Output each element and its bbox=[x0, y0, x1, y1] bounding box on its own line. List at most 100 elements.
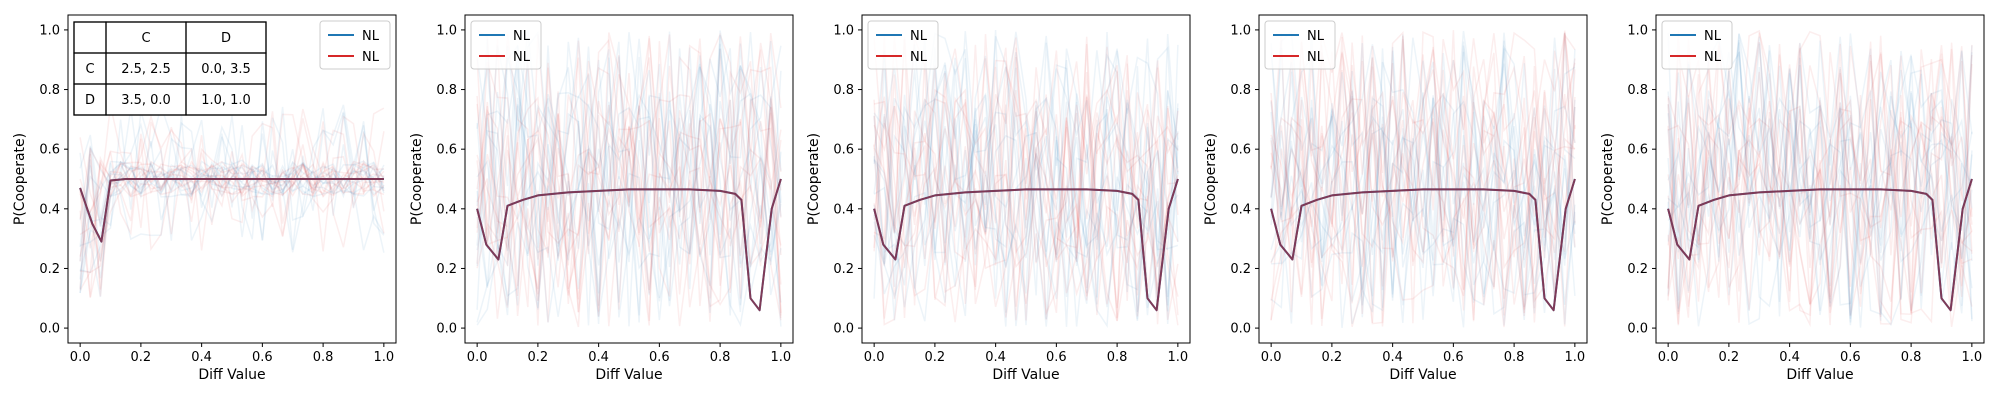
x-tick-label: 0.0 bbox=[70, 350, 91, 365]
background-trace bbox=[873, 66, 1179, 309]
y-tick-label: 0.8 bbox=[1230, 83, 1251, 98]
x-tick-label: 0.0 bbox=[1261, 350, 1282, 365]
legend: NL NL bbox=[470, 20, 542, 70]
y-tick-label: 0.0 bbox=[39, 322, 60, 337]
x-tick-label: 1.0 bbox=[1565, 350, 1586, 365]
legend-box bbox=[470, 20, 542, 70]
background-trace bbox=[79, 147, 385, 290]
background-trace bbox=[873, 31, 1179, 299]
background-trace bbox=[1270, 30, 1576, 325]
background-trace bbox=[873, 36, 1179, 321]
y-tick-label: 0.0 bbox=[436, 322, 457, 337]
x-axis-label: Diff Value bbox=[198, 367, 265, 383]
y-tick-label: 1.0 bbox=[833, 23, 854, 38]
y-tick-label: 0.2 bbox=[436, 262, 457, 277]
background-trace bbox=[1667, 40, 1973, 327]
background-trace bbox=[79, 160, 385, 221]
background-trace bbox=[1270, 39, 1576, 287]
background-trace bbox=[79, 104, 385, 253]
background-trace bbox=[1270, 40, 1576, 302]
y-tick-label: 0.2 bbox=[1627, 262, 1648, 277]
legend-label: NL bbox=[362, 50, 380, 65]
background-trace bbox=[1667, 33, 1973, 304]
background-trace bbox=[476, 49, 782, 319]
y-tick-label: 0.2 bbox=[833, 262, 854, 277]
background-trace bbox=[873, 47, 1179, 319]
y-tick-label: 0.4 bbox=[1627, 202, 1648, 217]
axes-frame bbox=[1655, 14, 1985, 344]
y-tick-label: 0.6 bbox=[39, 143, 60, 158]
background-trace bbox=[79, 103, 385, 294]
background-trace bbox=[79, 160, 385, 262]
y-tick-label: 1.0 bbox=[436, 23, 457, 38]
background-trace bbox=[873, 44, 1179, 325]
x-tick-label: 0.0 bbox=[1658, 350, 1679, 365]
y-tick-label: 0.6 bbox=[1230, 143, 1251, 158]
background-trace bbox=[1667, 48, 1973, 307]
panel-1: 0.0 0.2 0.4 0.6 0.8 1.0 0.0 0.2 0.4 0.6 0.8 1.0 Diff… bbox=[12, 14, 397, 383]
axes-frame bbox=[464, 14, 794, 344]
y-tick-label: 0.4 bbox=[833, 202, 854, 217]
background-trace bbox=[476, 32, 782, 326]
legend-label: NL bbox=[513, 50, 531, 65]
y-tick-label: 0.2 bbox=[1230, 262, 1251, 277]
background-trace bbox=[1270, 38, 1576, 302]
background-trace bbox=[1667, 29, 1973, 326]
background-trace bbox=[476, 29, 782, 290]
background-trace bbox=[1270, 33, 1576, 321]
y-tick-label: 0.8 bbox=[436, 83, 457, 98]
background-trace bbox=[1667, 43, 1973, 295]
series-line-2 bbox=[1667, 178, 1973, 312]
y-tick-label: 0.8 bbox=[1627, 83, 1648, 98]
y-tick-label: 0.4 bbox=[436, 202, 457, 217]
legend-box bbox=[1661, 20, 1733, 70]
background-trace bbox=[79, 146, 385, 290]
background-trace bbox=[476, 42, 782, 316]
y-axis-label: P(Cooperate) bbox=[1203, 133, 1219, 225]
background-trace bbox=[79, 137, 384, 226]
series-line-2 bbox=[476, 178, 782, 312]
background-trace bbox=[1270, 64, 1576, 322]
background-trace bbox=[79, 155, 385, 291]
y-axis-label: P(Cooperate) bbox=[1600, 133, 1616, 225]
x-tick-label: 0.4 bbox=[588, 350, 609, 365]
background-trace bbox=[1667, 54, 1973, 325]
panel-3: 0.0 0.2 0.4 0.6 0.8 1.0 0.0 0.2 0.4 0.6 0.8 1.0 Diff… bbox=[806, 14, 1191, 383]
background-trace bbox=[476, 40, 782, 286]
series-line-2 bbox=[79, 178, 384, 243]
background-trace bbox=[873, 31, 1179, 327]
plot-area bbox=[1270, 29, 1576, 328]
payoff-table: C D C 2.5, 2.5 0.0, 3.5 D 3.5, 0.0 1.0, 1.0 bbox=[73, 21, 267, 116]
background-trace bbox=[476, 62, 782, 319]
background-trace bbox=[79, 107, 385, 252]
background-trace bbox=[1270, 37, 1576, 328]
y-tick-label: 0.4 bbox=[1230, 202, 1251, 217]
y-tick-label: 1.0 bbox=[39, 23, 60, 38]
legend: NL NL bbox=[1661, 20, 1733, 70]
background-trace bbox=[1667, 43, 1973, 317]
background-trace bbox=[79, 161, 385, 247]
background-trace bbox=[873, 50, 1179, 327]
table-cell-text: 0.0, 3.5 bbox=[201, 62, 251, 77]
background-trace bbox=[476, 32, 782, 326]
background-trace bbox=[1667, 33, 1973, 323]
background-trace bbox=[1667, 32, 1973, 309]
background-trace bbox=[1270, 41, 1576, 328]
background-trace bbox=[1667, 63, 1973, 328]
y-tick-label: 1.0 bbox=[1230, 23, 1251, 38]
x-tick-label: 1.0 bbox=[1168, 350, 1189, 365]
background-trace bbox=[79, 160, 385, 223]
panel-2: 0.0 0.2 0.4 0.6 0.8 1.0 0.0 0.2 0.4 0.6 0.8 1.0 Diff… bbox=[409, 14, 794, 383]
x-tick-label: 0.8 bbox=[710, 350, 731, 365]
background-trace bbox=[873, 50, 1179, 326]
background-trace bbox=[476, 101, 782, 322]
background-trace bbox=[476, 30, 782, 313]
y-tick-label: 0.4 bbox=[39, 202, 60, 217]
x-tick-label: 0.2 bbox=[925, 350, 946, 365]
x-tick-label: 0.6 bbox=[252, 350, 273, 365]
background-trace bbox=[1667, 60, 1973, 328]
x-axis-label: Diff Value bbox=[595, 367, 662, 383]
background-trace bbox=[1270, 33, 1576, 319]
legend-label: NL bbox=[1704, 50, 1722, 65]
